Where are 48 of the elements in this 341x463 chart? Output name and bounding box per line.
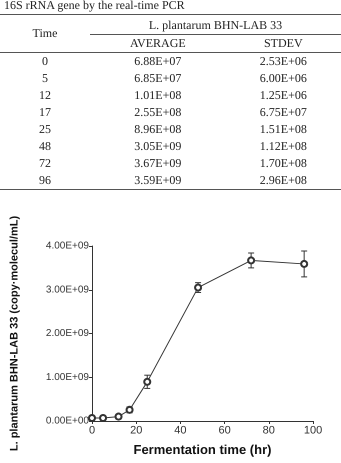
text: 3.05E+09 [133,138,182,155]
text: L. plantarum BHN-LAB 33 [90,14,341,34]
text: 1.25E+06 [258,87,308,104]
x-tick-label: 100 [304,424,322,436]
text: 48 [38,138,52,155]
y-axis-title: L. plantarum BHN-LAB 33 (copy·molecul/mL) [8,216,20,452]
text: 0 [41,53,49,70]
text: 96 [38,172,52,189]
point [88,414,96,422]
y-tick-label: 1.00E+09 [46,372,90,383]
text: 5 [41,70,49,87]
text: 1.12E+08 [258,138,308,155]
x-tick-label: 0 [88,424,96,436]
point [247,256,256,264]
point [114,412,123,421]
text: 25 [38,121,52,138]
text: Time [0,14,90,52]
text: 16S rRNA gene by the real-time PCR [3,0,186,12]
text: 2.53E+06 [258,53,308,70]
text: 6.85E+07 [133,70,182,87]
text: 3.59E+09 [133,172,182,189]
text: 6.75E+07 [258,104,308,121]
text: 1.51E+08 [258,121,308,138]
x-tick-label: 20 [130,424,142,436]
y-tick-label: 3.00E+09 [46,284,90,296]
text: 6.88E+07 [133,53,182,70]
point [99,414,108,422]
text: 3.67E+09 [133,155,182,172]
text: STDEV [226,34,341,52]
text: 2.96E+08 [258,172,308,189]
text: 17 [38,104,52,121]
text: 1.01E+08 [133,87,182,104]
x-tick-label: 80 [262,424,275,436]
text: AVERAGE [90,34,226,52]
text: 1.70E+08 [258,155,308,172]
x-axis-title: Fermentation time (hr) [134,442,272,457]
text: 72 [38,155,52,172]
text: 12 [38,87,52,104]
text: 8.96E+08 [133,121,182,138]
point [300,260,308,268]
point [143,378,152,386]
x-tick-label: 40 [174,424,187,436]
y-tick-label: 4.00E+09 [46,240,90,252]
y-tick-label: 0.00E+00 [46,416,90,426]
text: 6.00E+06 [258,70,308,87]
text: 2.55E+08 [133,104,182,121]
x-tick-label: 60 [218,424,231,436]
y-tick-label: 2.00E+09 [46,328,90,339]
